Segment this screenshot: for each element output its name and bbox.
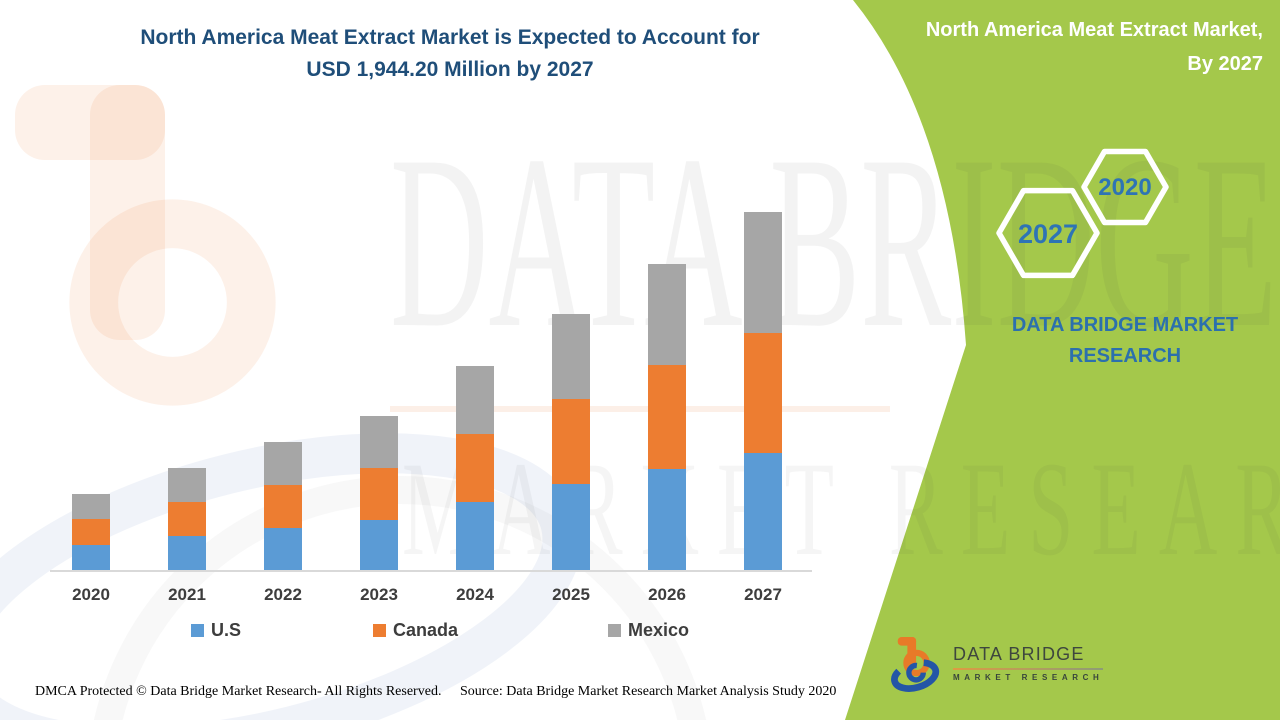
bar-segment-mexico-2021: [168, 468, 206, 502]
stacked-bar-2022: [264, 442, 302, 571]
bar-column-2022: [235, 200, 331, 571]
bar-segment-mexico-2020: [72, 494, 110, 519]
watermark-underline: [390, 406, 890, 412]
stacked-bar-2021: [168, 468, 206, 571]
panel-heading: North America Meat Extract Market, By 20…: [843, 13, 1263, 81]
legend-item-mexico: Mexico: [608, 620, 689, 641]
bar-segment-canada-2027: [744, 333, 782, 453]
stacked-bar-2024: [456, 366, 494, 571]
chart-title-line2: USD 1,944.20 Million by 2027: [306, 58, 594, 81]
hexagon-year-2027: 2027: [1017, 219, 1079, 249]
bar-column-2026: [619, 200, 715, 571]
x-axis-label-2023: 2023: [360, 585, 398, 604]
chart-title: North America Meat Extract Market is Exp…: [70, 22, 830, 86]
bar-segment-canada-2024: [456, 434, 494, 502]
legend-label-canada: Canada: [393, 620, 459, 640]
x-axis-label-2027: 2027: [744, 585, 782, 604]
bar-segment-mexico-2025: [552, 314, 590, 399]
legend-label-us: U.S: [211, 620, 242, 640]
bar-column-2020: [43, 200, 139, 571]
stacked-bar-2023: [360, 416, 398, 571]
stacked-bar-chart: [43, 200, 811, 571]
x-axis-labels: 2020 2021 2022 2023 2024 2025 2026 2027: [43, 585, 811, 605]
bar-segment-us-2020: [72, 545, 110, 571]
bar-segment-mexico-2022: [264, 442, 302, 485]
logo-subtitle: MARKET RESEARCH: [953, 673, 1104, 682]
bar-segment-us-2022: [264, 528, 302, 571]
bar-segment-us-2025: [552, 484, 590, 571]
bar-segment-us-2023: [360, 520, 398, 571]
bar-segment-us-2021: [168, 536, 206, 571]
bar-column-2027: [715, 200, 811, 571]
bar-segment-us-2026: [648, 469, 686, 571]
logo-text-block: DATA BRIDGE MARKET RESEARCH: [953, 633, 1103, 695]
chart-title-line1: North America Meat Extract Market is Exp…: [140, 26, 760, 49]
bar-segment-mexico-2024: [456, 366, 494, 434]
legend-label-mexico: Mexico: [628, 620, 690, 640]
legend-item-us: U.S: [191, 620, 241, 641]
stacked-bar-2026: [648, 264, 686, 571]
legend-marker-mexico: [608, 624, 621, 637]
x-axis-line: [50, 570, 812, 572]
x-axis-label-2020: 2020: [72, 585, 110, 604]
legend-item-canada: Canada: [373, 620, 458, 641]
bar-segment-mexico-2026: [648, 264, 686, 365]
bar-segment-mexico-2023: [360, 416, 398, 468]
bar-column-2024: [427, 200, 523, 571]
footer-dmca-text: DMCA Protected © Data Bridge Market Rese…: [35, 684, 442, 699]
footer-source-text: Source: Data Bridge Market Research Mark…: [460, 684, 837, 699]
bar-column-2025: [523, 200, 619, 571]
legend-marker-canada: [373, 624, 386, 637]
stacked-bar-2025: [552, 314, 590, 571]
bar-column-2023: [331, 200, 427, 571]
data-bridge-logo-icon: [891, 637, 940, 692]
bar-segment-canada-2025: [552, 399, 590, 484]
x-axis-label-2021: 2021: [168, 585, 206, 604]
hexagon-year-2020: 2020: [1098, 174, 1152, 201]
bar-segment-us-2024: [456, 502, 494, 571]
x-axis-label-2026: 2026: [648, 585, 686, 604]
bar-segment-mexico-2027: [744, 212, 782, 333]
data-bridge-logo: DATA BRIDGE MARKET RESEARCH: [891, 633, 1103, 695]
panel-brand-caption: DATA BRIDGE MARKET RESEARCH: [1011, 314, 1239, 367]
bar-segment-canada-2026: [648, 365, 686, 469]
panel-heading-line1: North America Meat Extract Market,: [925, 19, 1263, 41]
x-axis-label-2022: 2022: [264, 585, 302, 604]
logo-divider: [953, 668, 1103, 670]
panel-heading-line2: By 2027: [1187, 53, 1263, 75]
bar-segment-us-2027: [744, 453, 782, 571]
legend-marker-us: [191, 624, 204, 637]
logo-name: DATA BRIDGE: [953, 644, 1085, 664]
stacked-bar-2027: [744, 212, 782, 571]
bar-segment-canada-2022: [264, 485, 302, 528]
bar-column-2021: [139, 200, 235, 571]
bar-segment-canada-2023: [360, 468, 398, 520]
bar-segment-canada-2020: [72, 519, 110, 545]
watermark-market-research: MARKET RESEARCH: [402, 435, 1280, 584]
bar-segment-canada-2021: [168, 502, 206, 536]
x-axis-label-2025: 2025: [552, 585, 590, 604]
x-axis-label-2024: 2024: [456, 585, 494, 604]
stacked-bar-2020: [72, 494, 110, 571]
